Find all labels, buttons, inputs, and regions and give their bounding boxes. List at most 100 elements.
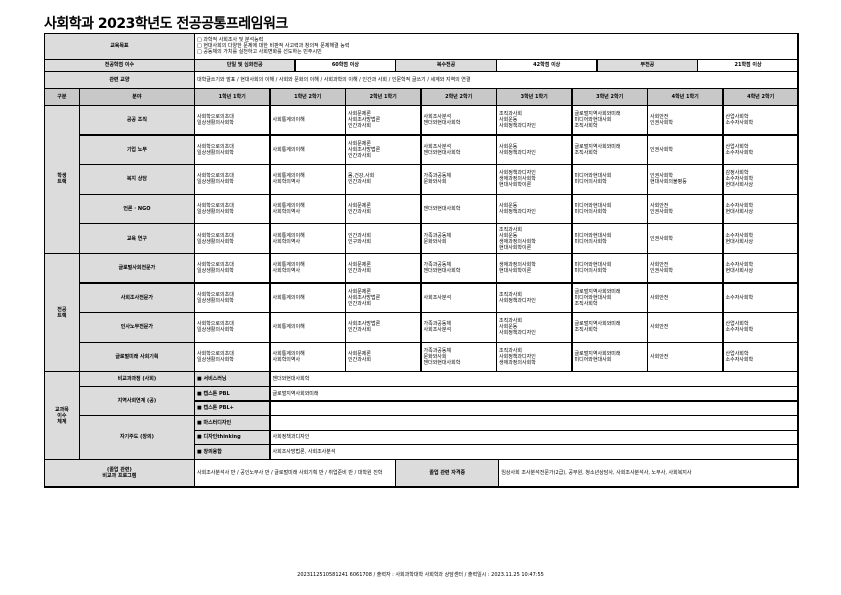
course-cell: 가족과공동체 젠더와현대사회학 xyxy=(420,253,497,284)
program-section-label: 자기주도 (창의) xyxy=(79,415,195,460)
header-semester: 1학년 1학기 xyxy=(194,88,271,106)
course-cell: 사회조사분석 젠더와현대사회학 xyxy=(420,134,497,165)
extracurricular-value: 사회조사분석사 반 / 공인노무사 반 / 글로벌미래 사회기획 반 / 취업준… xyxy=(194,459,397,488)
course-cell: 사회정책과디자인 생애과정의사회학 현대사회학이론 xyxy=(496,164,573,195)
credits-label: 전공학점 이수 xyxy=(44,59,195,72)
track-name: 복지 상담 xyxy=(79,164,195,195)
course-cell: 사회문제론 인간과사회 xyxy=(345,341,422,373)
program-item-value: 글로벌지역사회와미래 xyxy=(269,386,799,402)
track-name: 인사노무전문가 xyxy=(79,312,195,343)
header-semester: 3학년 1학기 xyxy=(496,88,573,106)
header-semester: 2학년 1학기 xyxy=(345,88,422,106)
course-cell: 인권사회학 현대사회의불평등 xyxy=(647,164,724,195)
certificate-value: 임상사회 조사분석전문가(2급), 공무원, 청소년상담사, 사회조사분석사, … xyxy=(498,459,799,488)
program-item-label: ■ 창의융합 xyxy=(194,444,271,460)
course-cell: 젠더와현대사회학 xyxy=(420,193,497,225)
course-cell: 감정사회학 소수자사회학 현대사회사상 xyxy=(722,164,799,195)
course-cell: 사회조사분석 xyxy=(420,282,497,313)
course-cell: 사회안전 인권사회학 xyxy=(647,253,724,284)
course-cell: 조직과사회 사회운동 사회정책과디자인 xyxy=(496,105,573,136)
track-name: 기업 노무 xyxy=(79,134,195,165)
course-cell: 사회조사분석 젠더와현대사회학 xyxy=(420,105,497,136)
header-category: 구분 xyxy=(44,88,80,106)
course-cell: 산업사회학 소수자사회학 xyxy=(722,312,799,343)
course-cell: 사회안전 xyxy=(647,312,724,343)
course-cell: 사회안전 인권사회학 xyxy=(647,105,724,136)
header-semester: 4학년 1학기 xyxy=(647,88,724,106)
course-cell: 생애과정의사회학 현대사회학이론 xyxy=(496,253,573,284)
course-cell: 인권사회학 xyxy=(647,134,724,165)
course-cell: 미디어와현대사회 미디어의사회학 xyxy=(571,253,648,284)
course-cell: 사회문제론 인간과사회 xyxy=(345,193,422,225)
program-item-label: ■ 캡스톤 PBL xyxy=(194,386,271,402)
extracurricular-label: (졸업 관련) 비교과 프로그램 xyxy=(44,459,195,488)
course-cell: 가족과공동체 문화와사회 xyxy=(420,223,497,254)
course-cell: 사회안전 xyxy=(647,341,724,373)
course-cell: 사회학으로의초대 일상생활의사회학 xyxy=(194,341,271,373)
course-cell: 사회통계의이해 사회학의역사 xyxy=(269,341,346,373)
course-cell: 인권사회학 xyxy=(647,223,724,254)
course-cell: 산업사회학 소수자사회학 xyxy=(722,341,799,373)
course-cell: 글로벌지역사회와미래 조직사회학 xyxy=(571,134,648,165)
course-cell: 사회통계의이해 사회학의역사 xyxy=(269,253,346,284)
course-cell: 조직과사회 사회정책과디자인 생애과정의사회학 xyxy=(496,341,573,373)
course-cell: 조직과사회 사회정책과디자인 xyxy=(496,282,573,313)
program-item-label: ■ 디자인thinking xyxy=(194,429,271,446)
course-cell: 사회통계의이해 xyxy=(269,282,346,313)
minor-label: 부전공 xyxy=(596,59,699,72)
course-cell: 소수자사회학 현대사회사상 xyxy=(722,193,799,225)
course-cell: 사회통계의이해 사회학의역사 xyxy=(269,223,346,254)
course-cell: 미디어와현대사회 미디어의사회학 xyxy=(571,193,648,225)
goal-item: □ 현대사회의 다양한 문제에 대한 비판적 사고력과 창의적 문제해결 능력 xyxy=(197,43,350,49)
course-cell: 산업사회학 소수자사회학 xyxy=(722,105,799,136)
page-title: 사회학과 2023학년도 전공공통프레임워크 xyxy=(44,16,288,32)
course-cell: 미디어와현대사회 미디어의사회학 xyxy=(571,164,648,195)
course-cell: 사회학으로의초대 일상생활의사회학 xyxy=(194,253,271,284)
double-major-label: 복수전공 xyxy=(395,59,497,72)
header-semester: 3학년 2학기 xyxy=(571,88,648,106)
header-field: 분야 xyxy=(79,88,195,106)
course-cell: 사회조사방법론 인간과사회 xyxy=(345,312,422,343)
minor-credits: 21학점 이상 xyxy=(697,59,799,72)
course-cell: 사회통계의이해 사회학의역사 xyxy=(269,193,346,225)
course-cell: 사회통계의이해 xyxy=(269,105,346,136)
course-cell: 사회학으로의초대 일상생활의사회학 xyxy=(194,312,271,343)
header-semester: 4학년 2학기 xyxy=(722,88,799,106)
program-item-value xyxy=(269,415,799,431)
course-cell: 사회학으로의초대 일상생활의사회학 xyxy=(194,282,271,313)
double-major-credits: 42학점 이상 xyxy=(496,59,598,72)
course-cell: 몸,건강,사회 인간과사회 xyxy=(345,164,422,195)
course-cell: 사회학으로의초대 일상생활의사회학 xyxy=(194,134,271,165)
course-cell: 가족과공동체 문화와사회 xyxy=(420,164,497,195)
liberal-arts-label: 관련 교양 xyxy=(44,71,195,89)
course-cell: 사회운동 사회정책과디자인 xyxy=(496,193,573,225)
course-cell: 사회통계의이해 xyxy=(269,134,346,165)
course-cell: 사회학으로의초대 일상생활의사회학 xyxy=(194,164,271,195)
program-item-label: ■ 서비스러닝 xyxy=(194,371,271,387)
track-name: 글로벌사회전문가 xyxy=(79,253,195,284)
goals-label: 교육목표 xyxy=(44,33,195,60)
course-cell: 글로벌지역사회와미래 미디어와현대사회 xyxy=(571,341,648,373)
course-cell: 소수자사회학 현대사회사상 xyxy=(722,223,799,254)
course-cell: 사회안전 인권사회학 xyxy=(647,193,724,225)
program-item-value: 사회정책과디자인 xyxy=(269,429,799,446)
extra-group-label: 교과목 이수 체계 xyxy=(44,371,80,460)
program-item-value: 사회조사방법론, 사회조사분석 xyxy=(269,444,799,460)
certificate-label: 졸업 관련 자격증 xyxy=(395,459,500,488)
goals-list: □ 과학적 사회조사 및 분석능력 □ 현대사회의 다양한 문제에 대한 비판적 … xyxy=(194,33,799,60)
course-cell: 조직과사회 사회운동 생애과정의사회학 현대사회학이론 xyxy=(496,223,573,254)
course-cell: 소수자사회학 xyxy=(722,282,799,313)
course-cell: 글로벌지역사회와미래 미디어와현대사회 조직사회학 xyxy=(571,105,648,136)
track-name: 교육 연구 xyxy=(79,223,195,254)
course-cell: 조직과사회 사회운동 사회정책과디자인 xyxy=(496,312,573,343)
course-cell: 글로벌지역사회와미래 미디어와현대사회 조직사회학 xyxy=(571,282,648,313)
course-cell: 미디어와현대사회 미디어의사회학 xyxy=(571,223,648,254)
program-item-label: ■ 캡스톤 PBL+ xyxy=(194,400,271,416)
single-major-credits: 60학점 이상 xyxy=(294,59,397,72)
goal-item: □ 공동체의 가치를 실천하고 사회변화를 선도하는 민주시민 xyxy=(197,49,322,55)
track-name: 글로벌미래 사회기획 xyxy=(79,341,195,373)
track-name: 사회조사전문가 xyxy=(79,282,195,313)
course-cell: 가족과공동체 사회조사분석 xyxy=(420,312,497,343)
group-label: 학생 트랙 xyxy=(44,105,80,254)
track-name: 언론 · NGO xyxy=(79,193,195,225)
